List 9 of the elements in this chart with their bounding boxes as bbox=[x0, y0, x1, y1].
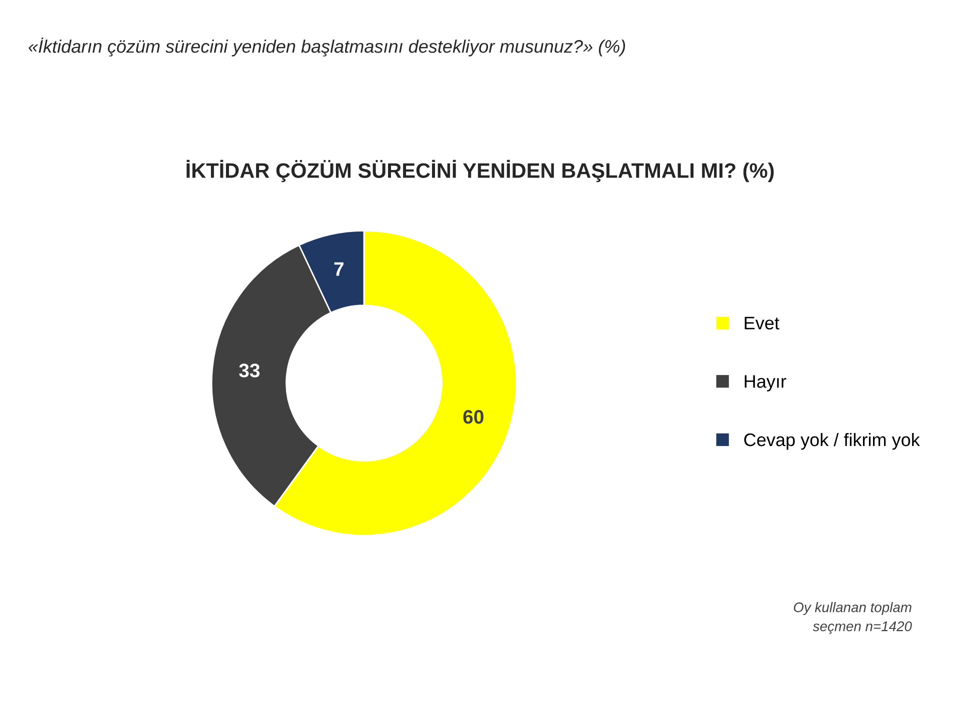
legend-label: Evet bbox=[744, 316, 780, 330]
data-label: 60 bbox=[463, 410, 484, 424]
text: Oy kullanan toplam seçmen n=1420 bbox=[794, 602, 912, 634]
chart-subtitle: «İktidarın çözüm sürecini yeniden başlatmasını destekliyor musunuz?» (%) bbox=[28, 38, 626, 56]
data-label: 33 bbox=[239, 364, 260, 378]
legend-label: Cevap yok / fikrim yok bbox=[744, 432, 920, 450]
chart-title: İKTİDAR ÇÖZÜM SÜRECİNİ YENİDEN BAŞLATMALI MI? (%) bbox=[186, 160, 774, 182]
legend-label: Hayır bbox=[744, 375, 786, 392]
data-label: 7 bbox=[334, 262, 344, 276]
